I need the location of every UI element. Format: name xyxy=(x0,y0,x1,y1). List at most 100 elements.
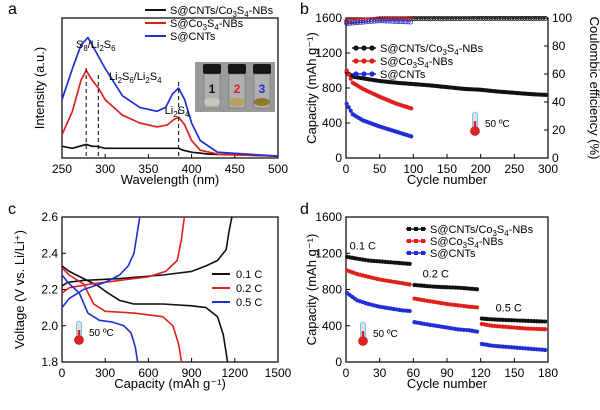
panel-b-efficiency-point xyxy=(439,16,445,21)
panel-letter-b: b xyxy=(300,1,309,18)
panel-b-efficiency-point xyxy=(410,16,416,21)
panel-c-legend-label: 0.5 C xyxy=(236,297,262,309)
panel-b-legend-label: S@Co3S4-NBs xyxy=(380,56,454,70)
panel-d-series-1-point xyxy=(543,327,548,332)
panel-b-legend-marker xyxy=(369,45,375,51)
panel-d-legend-marker xyxy=(421,239,425,243)
panel-a-vial-cap xyxy=(203,64,221,74)
panel-d-legend-label: S@Co3S4-NBs xyxy=(430,236,504,250)
panel-b-efficiency-point xyxy=(358,20,363,25)
panel-b-legend-marker xyxy=(361,71,367,77)
panel-b-efficiency-point xyxy=(421,16,427,21)
panel-c-discharge-2 xyxy=(61,274,139,363)
panel-a-annotation-label: S8/Li2S6 xyxy=(76,39,116,53)
panel-c-charge-0 xyxy=(61,216,233,287)
panel-c-legend-label: 0.1 C xyxy=(236,269,262,281)
panel-b-ytick-label: 1200 xyxy=(315,46,342,60)
panel-a-vial-liquid xyxy=(204,98,220,106)
panel-b-efficiency-point xyxy=(467,16,473,21)
panel-b-efficiency-point xyxy=(434,16,440,21)
panel-b-efficiency-point xyxy=(408,16,414,22)
panel-b-efficiency-point xyxy=(543,16,548,21)
panel-b-legend-marker xyxy=(369,71,375,77)
panel-d-xtick-label: 180 xyxy=(538,366,558,380)
panel-b-efficiency-point xyxy=(522,16,528,21)
panel-d-xtick-label: 30 xyxy=(373,366,387,380)
panel-a-xtick-label: 450 xyxy=(225,162,245,176)
panel-b-efficiency-point xyxy=(483,16,489,21)
panel-c-xtick-label: 600 xyxy=(138,366,158,380)
panel-d-legend-label: S@CNTs/Co3S4-NBs xyxy=(430,224,534,238)
panel-b-efficiency-point xyxy=(449,16,455,21)
panel-b-efficiency-point xyxy=(371,18,377,24)
panel-c-charge-1 xyxy=(61,216,186,294)
panel-b-legend-marker xyxy=(361,58,367,64)
panel-c-temperature-note: 50 ºC xyxy=(89,328,114,339)
panel-a-annotation-label: Li2S4 xyxy=(165,105,190,119)
panel-b-efficiency-point xyxy=(447,16,452,21)
panel-b-efficiency-point xyxy=(457,16,463,21)
panel-c-ytick-label: 2.0 xyxy=(41,319,58,333)
panel-d-legend-marker xyxy=(407,227,411,231)
panel-d-xlabel: Cycle number xyxy=(407,376,488,391)
panel-b-efficiency-point xyxy=(506,16,512,21)
panel-a-series-1 xyxy=(61,69,279,157)
panel-b-efficiency-point xyxy=(349,20,355,26)
panel-b-y2tick-label: 60 xyxy=(552,67,566,81)
panel-b-legend-label: S@CNTs/Co3S4-NBs xyxy=(380,43,484,57)
panel-d-ytick-label: 0 xyxy=(335,355,342,369)
panel-a-vial-label: 3 xyxy=(259,82,266,96)
panel-c-discharge-1 xyxy=(61,267,183,363)
panel-b-y2label: Coulombic efficiency (%) xyxy=(587,17,600,160)
panel-c-xtick-label: 300 xyxy=(95,366,115,380)
panel-a-xtick-label: 300 xyxy=(95,162,115,176)
panel-b-capacity-series-0 xyxy=(344,70,548,97)
panel-b-efficiency-point xyxy=(413,16,419,21)
panel-b-efficiency-point xyxy=(488,16,494,21)
panel-b-capacity-series-1-point xyxy=(348,76,353,81)
panel-b-legend-label: S@CNTs xyxy=(380,69,426,81)
panel-b-efficiency-point xyxy=(403,16,408,22)
panel-d-xtick-label: 120 xyxy=(471,366,491,380)
panel-b-efficiency-point xyxy=(349,18,355,23)
panel-d-xtick-label: 0 xyxy=(343,366,350,380)
panel-b-efficiency-point xyxy=(537,16,543,21)
panel-b-legend-marker xyxy=(353,58,359,64)
panel-c-xtick-label: 1500 xyxy=(265,366,292,380)
panel-d-temperature-note: 50 ºC xyxy=(373,329,398,340)
panel-b-efficiency-point xyxy=(436,16,442,21)
thermometer-mercury xyxy=(473,121,477,130)
panel-d-legend-label: S@CNTs xyxy=(430,248,476,260)
panel-b-thermometer-icon xyxy=(470,111,480,136)
panel-b-capacity-series-1 xyxy=(344,68,414,111)
panel-d-series-2 xyxy=(479,341,548,353)
panel-d-series-2 xyxy=(345,291,412,314)
panel-d-series-0 xyxy=(345,254,412,266)
panel-c-ytick-label: 2.4 xyxy=(41,246,58,260)
panel-b-efficiency-point xyxy=(473,16,478,21)
panel-a-vial-cap xyxy=(228,64,246,74)
panel-b-xtick-label: 200 xyxy=(471,162,491,176)
panel-b-xtick-label: 50 xyxy=(373,162,387,176)
panel-c-charge-2 xyxy=(61,216,141,309)
panel-b-efficiency-point xyxy=(532,16,538,21)
panel-a-xlabel: Wavelength (nm) xyxy=(121,172,220,187)
panel-b-ytick-label: 1600 xyxy=(315,11,342,25)
panel-b-xtick-label: 150 xyxy=(437,162,457,176)
panel-a-legend-label: S@CNTs/Co3S4-NBs xyxy=(170,5,274,19)
panel-b-efficiency-point xyxy=(452,16,458,21)
panel-b-efficiency-point xyxy=(347,18,352,24)
panel-b-y2tick-label: 0 xyxy=(552,151,559,165)
panel-d-series-0 xyxy=(412,282,480,292)
panel-b-y2tick-label: 40 xyxy=(552,95,566,109)
panel-a-vial-label: 2 xyxy=(234,82,241,96)
panel-c-ylabel: Voltage (V vs. Li/Li⁺) xyxy=(12,230,27,349)
panel-b-efficiency-point xyxy=(524,16,530,21)
panel-letter-a: a xyxy=(8,1,17,18)
panel-d-legend-marker xyxy=(407,251,411,255)
panel-b-capacity-series-2-point xyxy=(344,101,349,106)
panel-b-capacity-series-2-point xyxy=(409,134,414,139)
panel-b-efficiency-point xyxy=(374,18,380,24)
panel-b-efficiency-point xyxy=(369,19,374,24)
